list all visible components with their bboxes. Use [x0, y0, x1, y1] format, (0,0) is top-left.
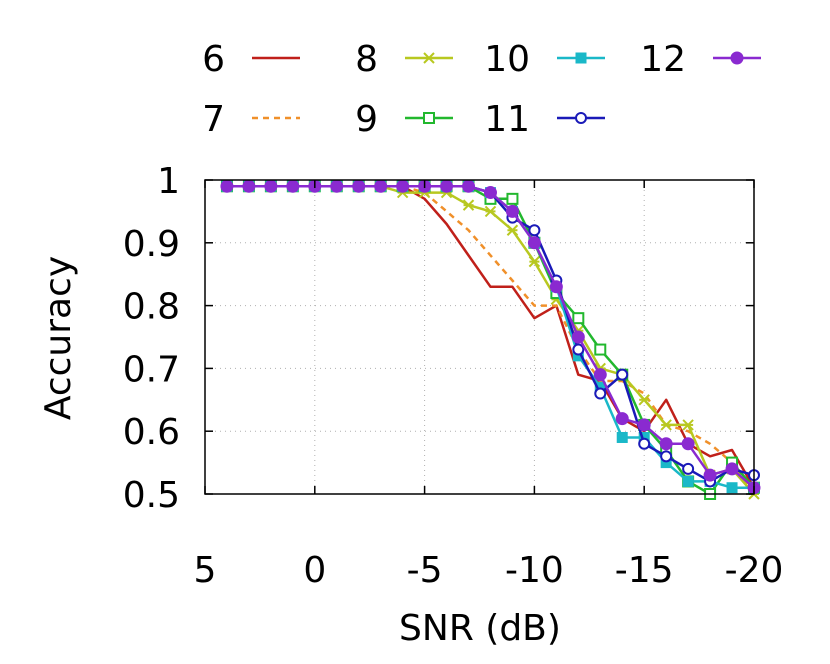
data-point — [638, 394, 650, 406]
data-point — [594, 343, 607, 356]
legend-label: 11 — [484, 99, 530, 140]
legend-label: 7 — [202, 99, 225, 140]
series-line-9 — [227, 185, 755, 496]
legend-label: 9 — [355, 99, 378, 140]
series-6 — [227, 185, 756, 489]
series-7 — [227, 185, 756, 495]
data-point — [462, 179, 476, 193]
legend-entry-11: 11 — [484, 99, 605, 140]
legend-marker — [423, 112, 435, 124]
data-point — [616, 431, 628, 443]
data-point — [462, 199, 475, 211]
data-point — [638, 437, 651, 450]
data-point — [615, 412, 629, 426]
data-point — [528, 224, 541, 237]
data-point — [506, 192, 519, 205]
data-point — [616, 368, 629, 381]
y-tick-label: 0.6 — [123, 412, 180, 453]
series-line-12 — [227, 185, 755, 489]
data-point — [330, 179, 344, 193]
axis-ticks: 5 0 -5 -10 -15 -20 0.5 0.6 0.7 0.8 0.9 1 — [123, 161, 784, 591]
data-point — [572, 343, 585, 356]
data-point — [527, 236, 541, 250]
data-point — [374, 179, 388, 193]
legend-label: 10 — [484, 39, 530, 80]
data-point — [594, 387, 607, 400]
data-point — [528, 255, 541, 268]
x-tick-label: -5 — [407, 550, 443, 591]
legend-entry-12: 12 — [640, 39, 761, 80]
data-point — [682, 462, 695, 475]
data-point — [506, 224, 519, 236]
series-12 — [220, 179, 761, 495]
data-point — [571, 330, 585, 344]
legend-marker — [423, 52, 435, 64]
data-point — [660, 419, 672, 431]
data-point — [660, 450, 673, 463]
series-8 — [221, 180, 760, 500]
legend-label: 8 — [355, 39, 378, 80]
data-point — [220, 179, 234, 193]
data-point — [549, 280, 563, 294]
y-tick-label: 0.7 — [123, 349, 180, 390]
legend-entry-10: 10 — [484, 39, 605, 80]
x-tick-label: 0 — [303, 550, 326, 591]
legend: 6 7 8 9 10 11 12 — [202, 39, 761, 140]
data-point — [637, 418, 651, 432]
data-point — [572, 312, 585, 325]
x-tick-label: 5 — [194, 550, 217, 591]
legend-label: 12 — [640, 39, 686, 80]
x-axis-label: SNR (dB) — [399, 608, 561, 649]
y-axis-label: Accuracy — [38, 256, 79, 420]
data-point — [682, 419, 694, 431]
series-line-10 — [227, 185, 754, 489]
data-point — [396, 179, 410, 193]
series-line-6 — [227, 185, 756, 489]
series-11 — [220, 180, 760, 488]
y-tick-label: 0.8 — [123, 287, 180, 328]
data-point — [593, 368, 607, 382]
series-line-11 — [227, 185, 755, 483]
legend-marker — [575, 52, 587, 64]
data-point — [505, 204, 519, 218]
legend-entry-6: 6 — [202, 39, 300, 80]
data-point — [659, 437, 673, 451]
y-tick-label: 0.9 — [123, 224, 180, 265]
series-layer — [220, 179, 761, 500]
x-tick-label: -15 — [615, 550, 674, 591]
legend-marker — [575, 112, 587, 124]
legend-entry-9: 9 — [355, 99, 453, 140]
data-point — [682, 475, 694, 487]
series-10 — [221, 180, 760, 494]
x-tick-label: -20 — [725, 550, 784, 591]
data-point — [242, 179, 256, 193]
x-tick-label: -10 — [505, 550, 564, 591]
data-point — [726, 482, 738, 494]
data-point — [286, 179, 300, 193]
legend-entry-7: 7 — [202, 99, 300, 140]
data-point — [352, 179, 366, 193]
data-point — [264, 179, 278, 193]
data-point — [725, 462, 739, 476]
series-line-7 — [227, 185, 756, 495]
series-9 — [220, 180, 760, 500]
data-point — [440, 179, 454, 193]
y-tick-label: 1 — [157, 161, 180, 202]
legend-label: 6 — [202, 39, 225, 80]
series-line-8 — [227, 185, 755, 495]
legend-marker — [730, 51, 744, 65]
plot-frame — [204, 179, 755, 495]
y-tick-label: 0.5 — [123, 475, 180, 516]
data-point — [483, 186, 497, 200]
legend-entry-8: 8 — [355, 39, 453, 80]
data-point — [681, 437, 695, 451]
data-point — [484, 205, 497, 218]
data-point — [703, 468, 717, 482]
